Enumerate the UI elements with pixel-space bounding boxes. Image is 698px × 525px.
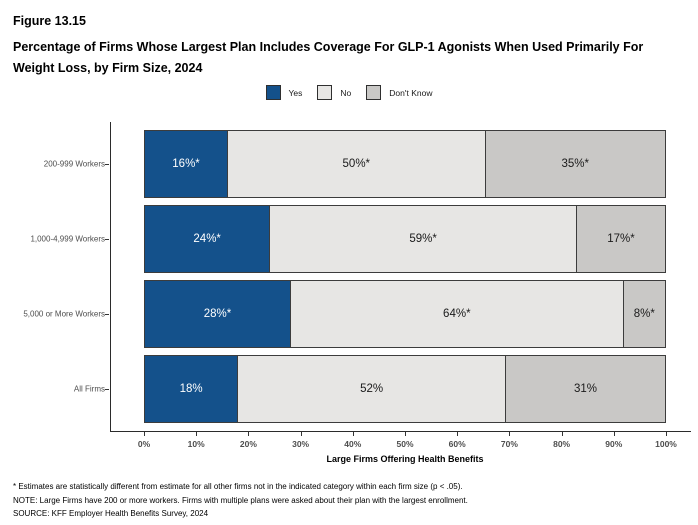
- bar-segment-no: 52%: [237, 355, 506, 423]
- legend-swatch-no-icon: [317, 85, 333, 100]
- y-tick-mark: [105, 239, 109, 240]
- bar-segment-no: 59%*: [269, 205, 577, 273]
- x-tick-label: 90%: [605, 439, 623, 449]
- bars-area: 200-999 Workers 16%* 50%* 35%* 1,000-4,9…: [23, 122, 666, 431]
- x-tick-label: 30%: [292, 439, 310, 449]
- x-tick-mark: [405, 432, 406, 436]
- footnote-note: NOTE: Large Firms have 200 or more worke…: [13, 495, 468, 505]
- legend: Yes No Don't Know: [0, 85, 698, 100]
- bar-row-200-999-workers: 200-999 Workers 16%* 50%* 35%*: [44, 130, 666, 198]
- y-axis-label: 200-999 Workers: [43, 159, 105, 169]
- x-tick-mark: [457, 432, 459, 436]
- figure-number: Figure 13.15: [13, 14, 86, 28]
- x-tick-label: 80%: [553, 439, 571, 449]
- legend-item-dont-know: Don't Know: [366, 85, 432, 100]
- x-tick-label: 60%: [448, 439, 466, 449]
- x-tick-label: 40%: [344, 439, 362, 449]
- legend-label: Yes: [288, 87, 303, 98]
- x-tick-mark: [561, 432, 563, 436]
- bar-segment-no: 64%*: [290, 280, 624, 348]
- legend-item-no: No: [317, 85, 351, 100]
- legend-swatch-yes-icon: [265, 85, 281, 100]
- x-tick-label: 70%: [500, 439, 518, 449]
- x-tick-mark: [248, 432, 250, 436]
- footnote-source: SOURCE: KFF Employer Health Benefits Sur…: [13, 509, 209, 518]
- y-axis-label: 5,000 or More Workers: [23, 309, 105, 319]
- chart-header: Figure 13.15 Percentage of Firms Whose L…: [13, 14, 673, 79]
- footnotes: * Estimates are statistically different …: [13, 480, 693, 521]
- bar-segment-yes: 28%*: [144, 280, 292, 348]
- x-tick-label: 50%: [396, 439, 414, 449]
- bar-row-5000-or-more-workers: 5,000 or More Workers 28%* 64%* 8%*: [23, 280, 666, 348]
- y-tick-mark: [105, 389, 109, 390]
- chart-panel: 200-999 Workers 16%* 50%* 35%* 1,000-4,9…: [23, 122, 691, 464]
- bar-segment-yes: 16%*: [144, 130, 229, 198]
- legend-item-yes: Yes: [265, 85, 303, 100]
- x-tick-mark: [196, 432, 198, 436]
- x-tick-mark: [613, 432, 615, 436]
- x-tick-mark: [666, 432, 667, 436]
- bar-segment-dont-know: 17%*: [575, 205, 666, 273]
- legend-label: No: [340, 87, 352, 98]
- bar-segment-dont-know: 8%*: [622, 280, 666, 348]
- x-tick-label: 100%: [655, 439, 677, 449]
- legend-label: Don't Know: [389, 87, 433, 98]
- y-tick-mark: [105, 164, 109, 165]
- x-tick-mark: [300, 432, 302, 436]
- bar-segment-no: 50%*: [227, 130, 486, 198]
- bar-segment-yes: 24%*: [144, 205, 271, 273]
- bar-segment-yes: 18%: [144, 355, 239, 423]
- x-tick-label: 20%: [239, 439, 257, 449]
- x-tick-mark: [509, 432, 511, 436]
- legend-swatch-dont-know-icon: [366, 85, 382, 100]
- x-axis: 0% 10% 20% 30% 40% 50% 60% 70% 80% 90% 100%: [138, 431, 677, 453]
- bar-segment-dont-know: 31%: [505, 355, 666, 423]
- y-axis-label: 1,000-4,999 Workers: [30, 234, 105, 244]
- bar-segment-dont-know: 35%*: [484, 130, 666, 198]
- x-axis-title: Large Firms Offering Health Benefits: [326, 454, 484, 464]
- footnote-significance: * Estimates are statistically different …: [13, 482, 463, 491]
- x-tick-label: 10%: [187, 439, 205, 449]
- x-tick-mark: [352, 432, 354, 436]
- bar-row-1000-4999-workers: 1,000-4,999 Workers 24%* 59%* 17%*: [30, 205, 666, 273]
- y-tick-mark: [105, 314, 109, 315]
- y-axis-label: All Firms: [73, 384, 105, 394]
- bar-row-all-firms: All Firms 18% 52% 31%: [74, 355, 666, 423]
- x-tick-mark: [144, 432, 145, 436]
- page-title: Percentage of Firms Whose Largest Plan I…: [13, 40, 644, 75]
- x-tick-label: 0%: [137, 439, 151, 449]
